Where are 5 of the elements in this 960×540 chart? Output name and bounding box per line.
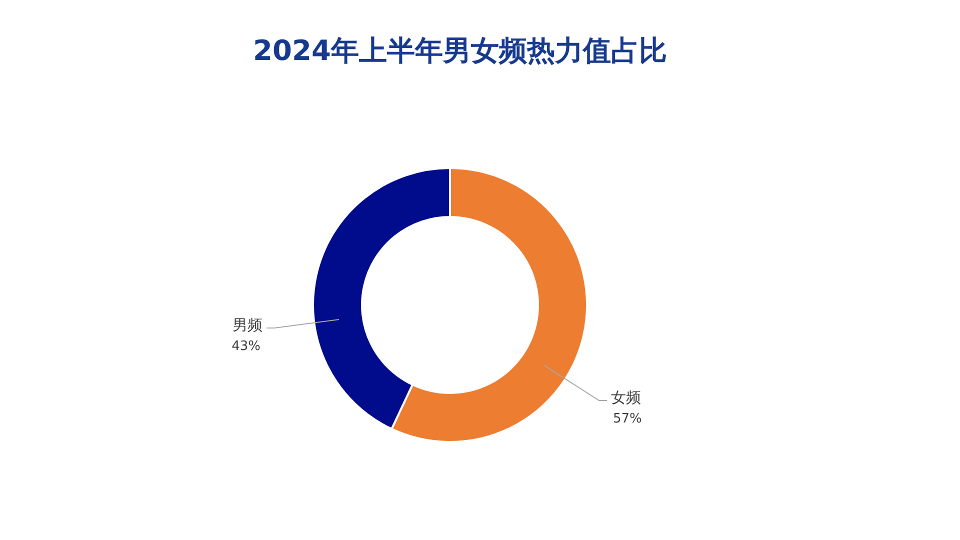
- slice-label: 男频: [232, 316, 262, 334]
- slice-label: 女频: [611, 388, 642, 406]
- data-label: 57%: [613, 412, 642, 426]
- data-label: 43%: [232, 338, 260, 354]
- chart-title: 2024年上半年男女频热力值占比: [253, 34, 667, 67]
